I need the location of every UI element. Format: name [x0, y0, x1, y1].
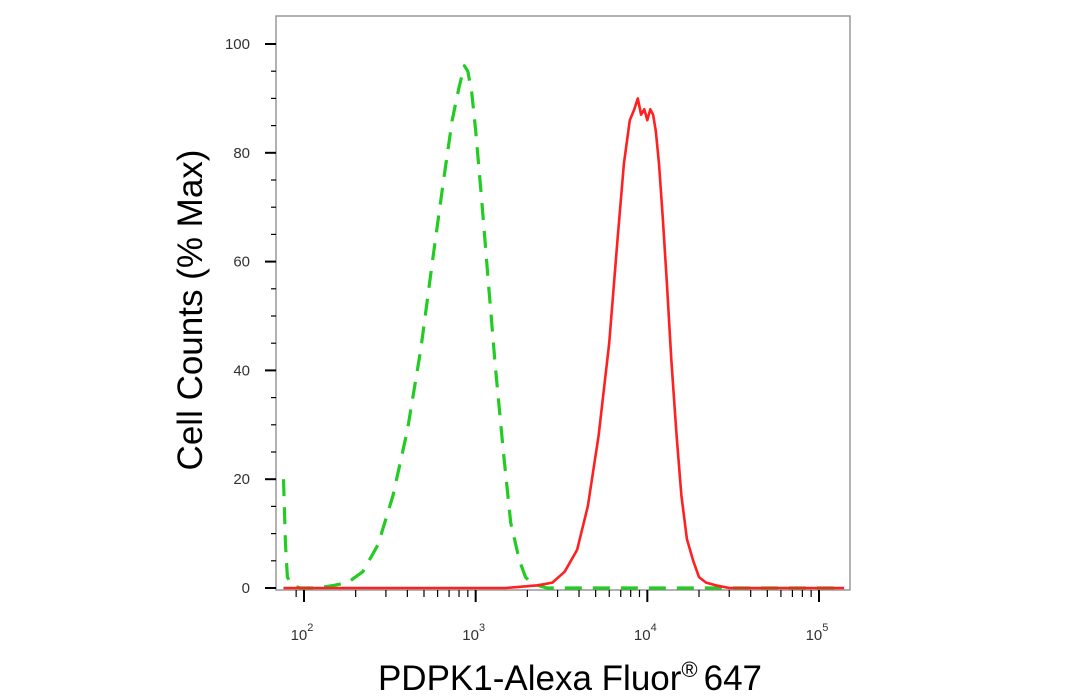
x-axis: 102 103 104 105	[291, 590, 829, 644]
x-tick-base: 10	[462, 627, 479, 644]
y-axis: 0 20 40 60 80 100	[225, 36, 276, 597]
x-tick-label: 105	[806, 622, 829, 644]
x-tick-exponent: 4	[651, 622, 657, 634]
series-layer	[281, 64, 845, 590]
x-tick-label: 103	[462, 622, 485, 644]
y-axis-title: Cell Counts (% Max)	[171, 150, 210, 471]
y-tick-label: 20	[233, 471, 250, 488]
y-tick-label: 60	[233, 254, 250, 271]
x-tick-label: 102	[291, 622, 314, 644]
x-tick-label: 104	[634, 622, 657, 644]
plot-frame	[275, 15, 851, 591]
series-1-line	[283, 97, 845, 590]
x-tick-base: 10	[291, 627, 308, 644]
x-tick-exponent: 2	[307, 622, 313, 634]
x-axis-title-registered-mark: ®	[681, 657, 697, 682]
y-tick-label: 40	[233, 362, 250, 379]
x-tick-base: 10	[634, 627, 651, 644]
x-tick-base: 10	[806, 627, 823, 644]
x-tick-exponent: 5	[822, 622, 828, 634]
series-0-line	[281, 64, 845, 590]
x-axis-title-suffix: 647	[704, 659, 762, 698]
y-tick-label: 80	[233, 145, 250, 162]
y-tick-label: 0	[242, 580, 250, 597]
y-tick-label: 100	[225, 36, 250, 53]
x-tick-exponent: 3	[479, 622, 485, 634]
x-axis-title-main: PDPK1-Alexa Fluor	[378, 659, 682, 698]
x-axis-title: PDPK1-Alexa Fluor® 647	[378, 657, 762, 698]
